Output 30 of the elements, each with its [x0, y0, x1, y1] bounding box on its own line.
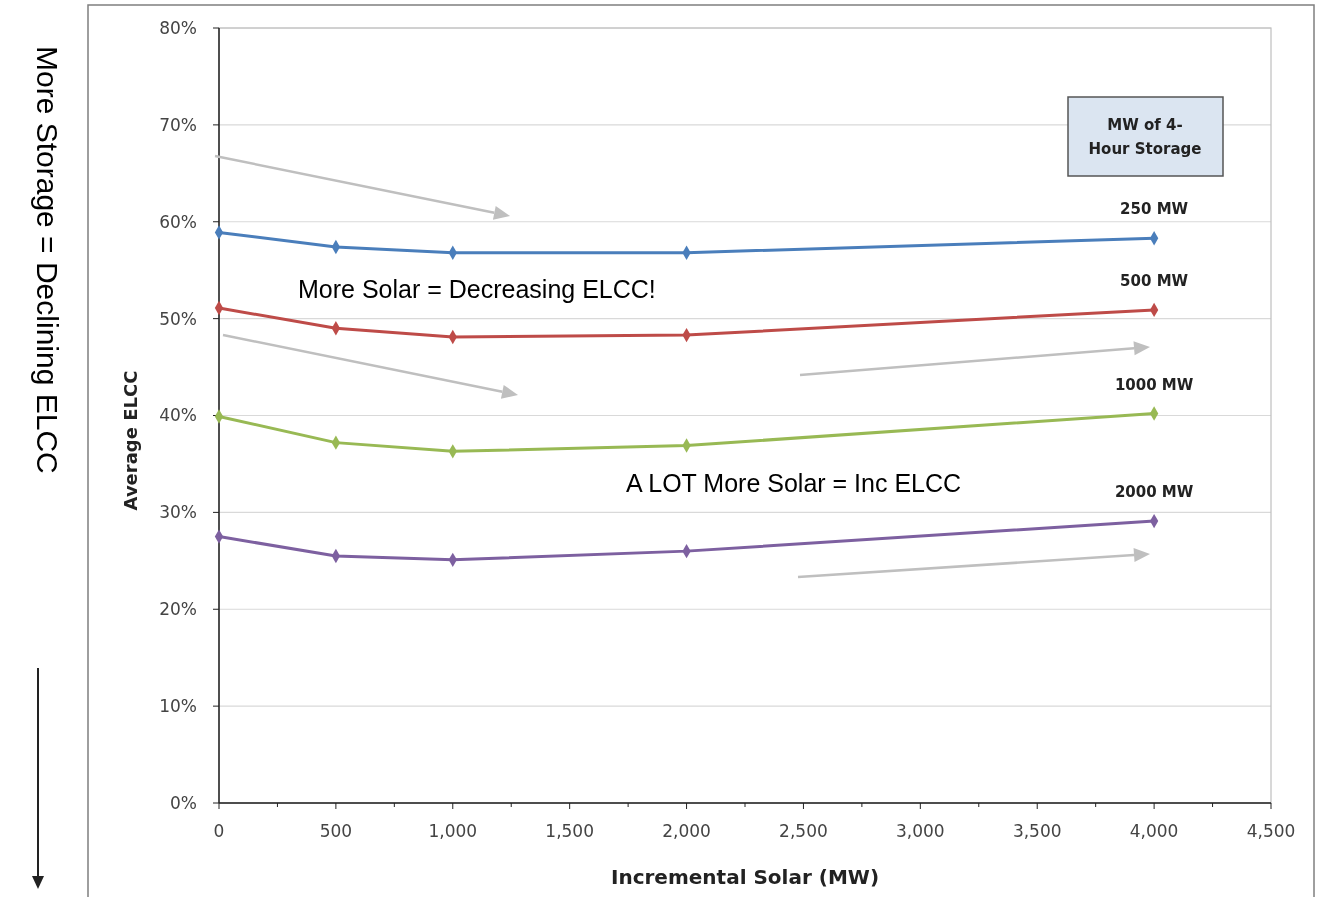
x-tick-label: 2,000 — [662, 821, 711, 841]
y-tick-label: 40% — [159, 405, 197, 426]
x-tick-label: 3,000 — [896, 821, 945, 841]
legend-title: MW of 4-Hour Storage — [1088, 116, 1202, 158]
x-tick-label: 1,000 — [428, 821, 478, 841]
y-axis-title: Average ELCC — [120, 370, 141, 511]
legend-title-box: MW of 4-Hour Storage — [1067, 96, 1224, 177]
x-tick-label: 2,500 — [779, 821, 828, 841]
y-tick-label: 70% — [159, 114, 197, 135]
annotation: More Solar = Decreasing ELCC! — [298, 275, 656, 303]
series-label: 2000 MW — [1114, 483, 1194, 502]
y-tick-label: 0% — [170, 792, 197, 813]
series-label: 500 MW — [1120, 271, 1189, 290]
x-axis-title: Incremental Solar (MW) — [610, 865, 880, 889]
x-tick-label: 500 — [319, 821, 353, 841]
y-tick-label: 80% — [159, 17, 197, 38]
x-tick-label: 0 — [213, 821, 225, 841]
y-tick-label: 60% — [159, 211, 197, 232]
y-tick-label: 10% — [159, 696, 197, 717]
series-label: 250 MW — [1120, 200, 1189, 219]
x-tick-label: 3,500 — [1012, 821, 1062, 841]
series-label: 1000 MW — [1114, 375, 1194, 394]
y-tick-label: 50% — [159, 308, 197, 329]
x-tick-label: 4,000 — [1129, 821, 1179, 841]
annotation: A LOT More Solar = Inc ELCC — [626, 469, 962, 497]
y-tick-label: 30% — [159, 502, 197, 523]
x-tick-label: 1,500 — [545, 821, 594, 841]
text: More Storage = Declining ELCC — [30, 46, 64, 474]
y-tick-label: 20% — [159, 599, 197, 620]
x-tick-label: 4,500 — [1246, 821, 1296, 841]
